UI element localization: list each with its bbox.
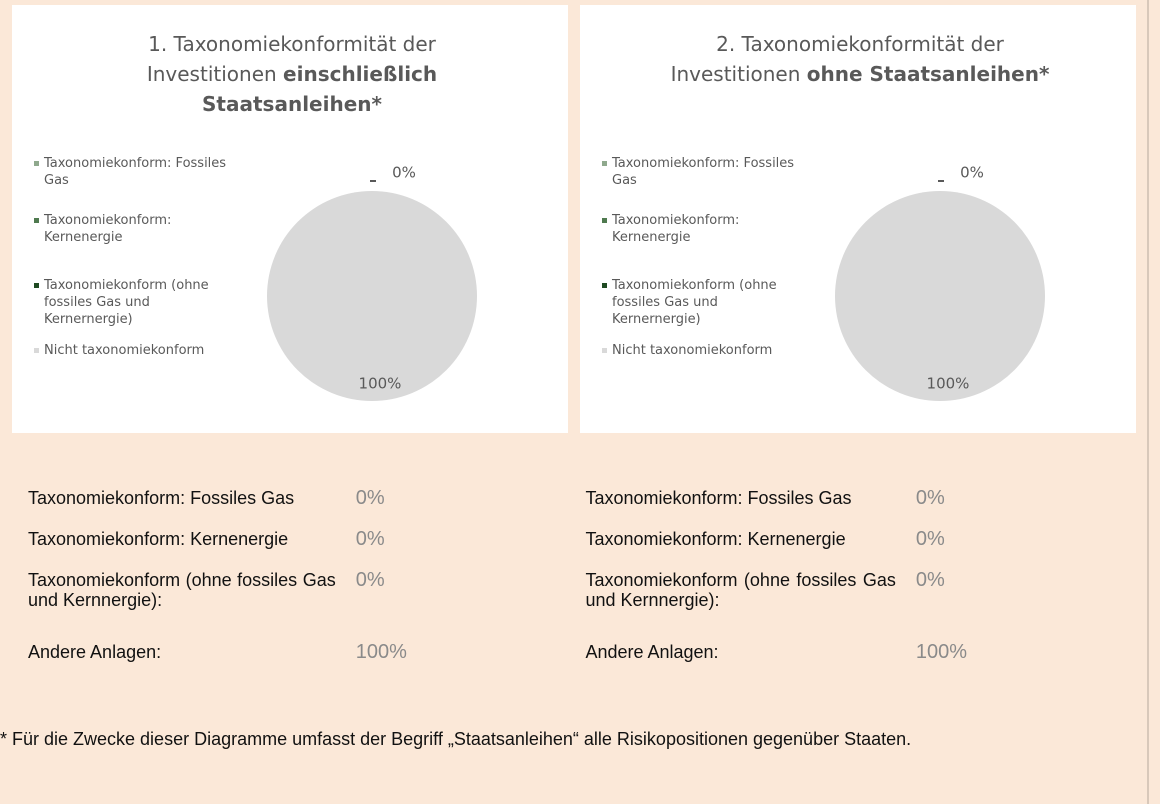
legend-label: Taxonomiekonform (ohne fossiles Gas und … xyxy=(612,278,777,327)
table-row: Taxonomiekonform: Kernenergie 0% Taxonomie… xyxy=(18,527,1140,568)
legend-label: Nicht taxonomiekonform xyxy=(44,343,205,358)
legend-item: Nicht taxonomiekonform xyxy=(602,342,802,359)
legend-swatch xyxy=(34,283,39,288)
legend-label: Taxonomiekonform: Kernenergie xyxy=(44,213,172,245)
chart-title: 2. Taxonomiekonformität der Investitione… xyxy=(670,29,1050,89)
table-value: 100% xyxy=(345,640,576,682)
legend-item: Taxonomiekonform: Fossiles Gas xyxy=(34,155,234,189)
pie-chart: 0%0%0%100% xyxy=(835,164,1045,401)
table-value: 0% xyxy=(345,486,576,527)
table-row: Taxonomiekonform (ohne fossiles Gas und … xyxy=(18,568,1140,640)
chart-panel: 2. Taxonomiekonformität der Investitione… xyxy=(580,5,1136,433)
data-label: 100% xyxy=(359,375,402,393)
legend-swatch xyxy=(602,218,607,223)
table-value: 0% xyxy=(345,568,576,640)
pie-slice xyxy=(835,191,1045,401)
legend-label: Taxonomiekonform: Kernenergie xyxy=(612,213,740,245)
table-value: 100% xyxy=(905,640,1140,682)
table-value: 0% xyxy=(905,486,1140,527)
table-label: Taxonomiekonform: Fossiles Gas xyxy=(575,486,906,527)
title-text: 1. Taxonomiekonformität der Investitione… xyxy=(146,32,436,86)
legend-swatch xyxy=(602,283,607,288)
legend-swatch xyxy=(34,348,39,353)
table-label: Taxonomiekonform (ohne fossiles Gas und … xyxy=(575,568,906,640)
chart-panel: 1. Taxonomiekonformität der Investitione… xyxy=(12,5,568,433)
legend-label: Taxonomiekonform: Fossiles Gas xyxy=(44,156,227,188)
legend-item: Taxonomiekonform: Kernenergie xyxy=(34,212,234,246)
table-label: Taxonomiekonform: Fossiles Gas xyxy=(18,486,346,527)
data-label: 0% xyxy=(960,164,984,182)
table-label: Andere Anlagen: xyxy=(575,640,906,682)
legend-label: Taxonomiekonform: Fossiles Gas xyxy=(612,156,795,188)
legend-item: Taxonomiekonform: Kernenergie xyxy=(602,212,802,246)
pie-chart: 0%0%0%100% xyxy=(267,164,477,401)
legend-swatch xyxy=(602,161,607,166)
data-label: 0% xyxy=(392,164,416,182)
table-label: Taxonomiekonform (ohne fossiles Gas und … xyxy=(18,568,346,640)
legend-item: Taxonomiekonform (ohne fossiles Gas und … xyxy=(34,277,234,328)
table-row: Taxonomiekonform: Fossiles Gas 0% Taxonomi… xyxy=(18,486,1140,527)
table-label: Taxonomiekonform: Kernenergie xyxy=(18,527,346,568)
legend-item: Nicht taxonomiekonform xyxy=(34,342,234,359)
legend-swatch xyxy=(34,161,39,166)
chart-title: 1. Taxonomiekonformität der Investitione… xyxy=(102,29,482,119)
pie-slice xyxy=(267,191,477,401)
footnote: * Für die Zwecke dieser Diagramme umfass… xyxy=(0,729,912,749)
title-bold: einschließlich Staatsanleihen* xyxy=(202,62,438,116)
table-row: Andere Anlagen: 100% Andere Anlagen: 100% xyxy=(18,640,1140,682)
title-text: 2. Taxonomiekonformität der Investitione… xyxy=(670,32,1004,86)
data-label: 100% xyxy=(927,375,970,393)
page-edge xyxy=(1147,0,1149,804)
table-value: 0% xyxy=(905,527,1140,568)
table-label: Taxonomiekonform: Kernenergie xyxy=(575,527,906,568)
title-bold: ohne Staatsanleihen* xyxy=(806,62,1050,86)
legend-item: Taxonomiekonform: Fossiles Gas xyxy=(602,155,802,189)
legend-label: Taxonomiekonform (ohne fossiles Gas und … xyxy=(44,278,209,327)
legend-item: Taxonomiekonform (ohne fossiles Gas und … xyxy=(602,277,802,328)
legend-swatch xyxy=(34,218,39,223)
table-value: 0% xyxy=(345,527,576,568)
legend-label: Nicht taxonomiekonform xyxy=(612,343,773,358)
table-value: 0% xyxy=(905,568,1140,640)
table-label: Andere Anlagen: xyxy=(18,640,346,682)
legend-swatch xyxy=(602,348,607,353)
data-table: Taxonomiekonform: Fossiles Gas 0% Taxonomi… xyxy=(18,486,1140,682)
